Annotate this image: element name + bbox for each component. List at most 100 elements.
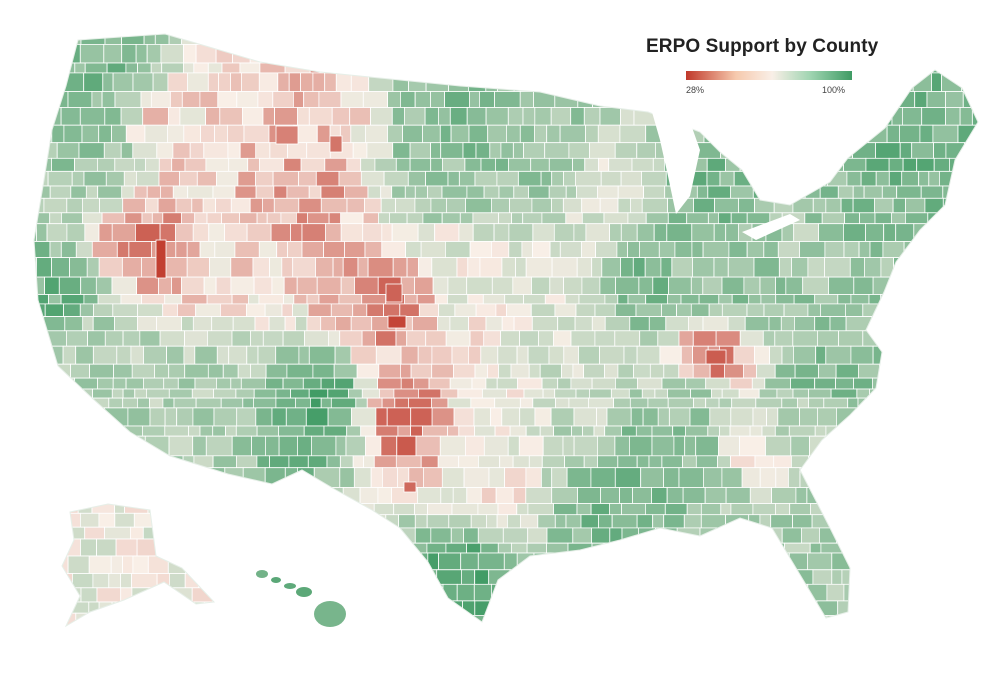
county [695,435,719,457]
county [199,615,212,622]
county-alaska [108,573,121,589]
county [801,170,813,187]
county [125,124,146,144]
county [883,615,895,622]
county [799,467,821,488]
county [853,377,873,390]
county [603,212,629,225]
county [320,316,336,332]
county [565,212,583,225]
county [620,223,638,242]
county [590,503,610,516]
county [494,397,521,409]
county [420,455,439,469]
county [930,425,943,437]
county [66,223,86,242]
county [150,503,168,516]
county [596,407,608,427]
county [360,170,385,187]
county [624,542,639,554]
county [775,467,789,488]
county [600,583,618,602]
county [754,455,775,469]
county [432,276,449,295]
county [857,514,874,529]
county [225,425,237,437]
county [245,527,260,544]
county [913,223,929,242]
county [399,303,420,317]
county [885,630,903,647]
county [500,142,514,159]
county [517,377,543,390]
county [949,514,968,529]
county [564,294,580,305]
county-alaska [96,587,122,603]
county [519,124,535,144]
county [537,514,556,529]
county [149,397,164,409]
county [863,185,883,199]
county [591,377,616,390]
county [942,212,970,225]
county [362,223,383,242]
county [118,487,131,504]
hawaii-island [271,577,281,583]
county [432,600,450,616]
county [496,170,519,187]
county [721,388,740,399]
county [636,62,662,74]
county [519,407,536,427]
county [608,157,633,172]
county [752,407,767,427]
county [713,223,727,242]
county [671,630,685,647]
county [209,257,232,278]
county [236,407,257,427]
county [315,170,340,187]
county [482,294,506,305]
county [763,185,780,199]
county [885,345,906,365]
county [924,630,936,647]
county [150,91,171,108]
county [92,388,113,399]
county [852,185,865,199]
county [261,197,275,214]
county [776,91,790,108]
county [969,316,978,332]
county [649,363,665,379]
county-alaska [96,538,117,557]
county [637,542,661,554]
county [804,212,823,225]
county [923,397,938,409]
county [643,185,666,199]
county [916,157,935,172]
county [576,503,592,516]
county [71,170,85,187]
county-alaska [67,555,90,574]
county [756,363,776,379]
county [230,197,251,214]
county [542,388,556,399]
county [278,435,298,457]
county [872,377,892,390]
county [320,185,346,199]
county [912,330,929,347]
county [871,316,896,332]
county [114,157,135,172]
county [847,397,859,409]
county [302,377,322,390]
county-alaska [132,555,149,574]
county [66,330,89,347]
county [843,487,859,504]
county [599,72,611,92]
county [292,503,305,516]
county [931,72,943,92]
county [712,583,737,602]
county [568,34,588,45]
county [265,583,280,602]
county [294,316,308,332]
county [34,107,46,126]
county [466,107,487,126]
